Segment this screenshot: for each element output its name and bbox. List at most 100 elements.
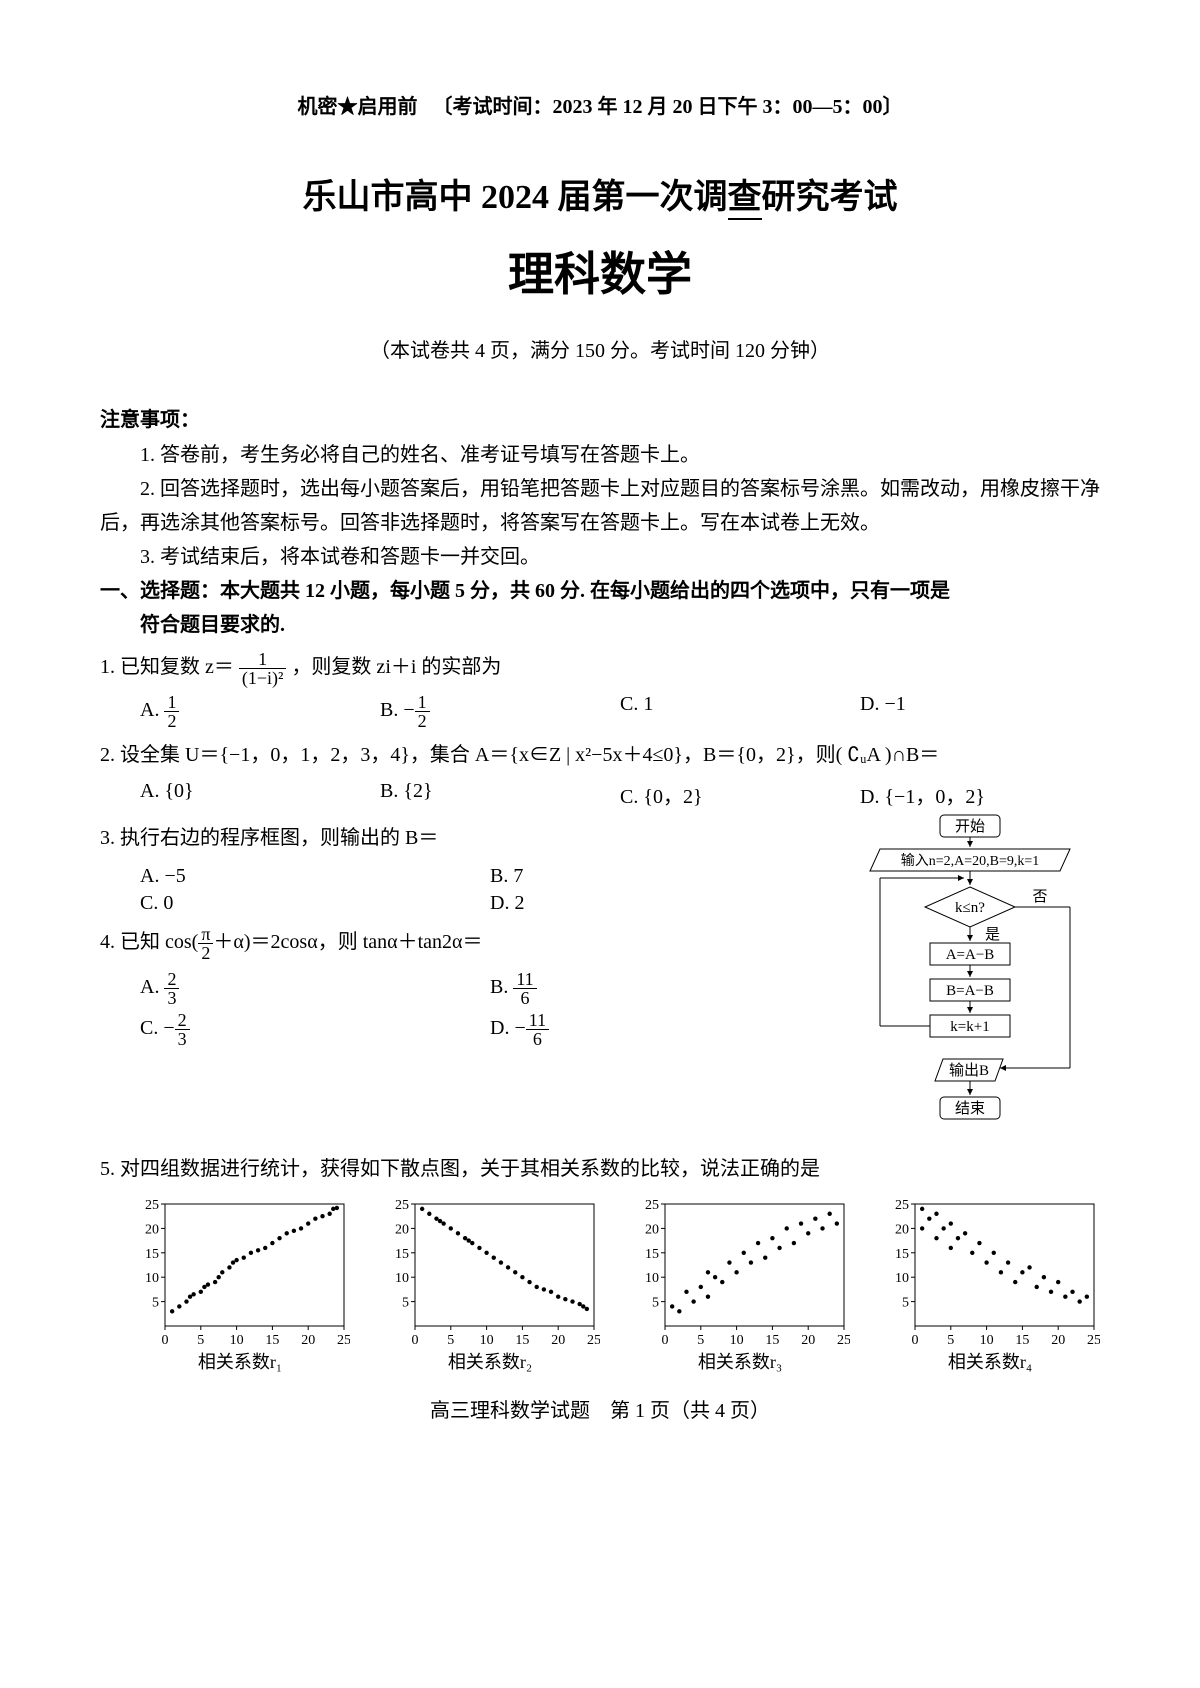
- notice-item: 1. 答卷前，考生务必将自己的姓名、准考证号填写在答题卡上。: [100, 438, 1100, 472]
- q1-frac: 1(1−i)²: [239, 650, 287, 687]
- confidential-label: 机密★启用前: [298, 96, 418, 118]
- svg-text:0: 0: [162, 1333, 169, 1348]
- svg-text:输入n=2,A=20,B=9,k=1: 输入n=2,A=20,B=9,k=1: [901, 853, 1040, 869]
- svg-text:结束: 结束: [955, 1100, 985, 1117]
- question-2: 2. 设全集 U＝{−1，0，1，2，3，4}，集合 A＝{x∈Z | x²−5…: [100, 736, 1100, 774]
- q2-opt-b: B. {2}: [380, 780, 620, 809]
- q1-stem-pre: 1. 已知复数 z＝: [100, 656, 234, 678]
- q4-opt-d: D. −116: [490, 1009, 840, 1050]
- scatter-3: 5101520250510152025 相关系数r₃: [630, 1198, 850, 1374]
- scatter-svg-3: 5101520250510152025: [630, 1198, 850, 1348]
- header-line: 机密★启用前 〔考试时间：2023 年 12 月 20 日下午 3：00—5：0…: [100, 90, 1100, 119]
- svg-text:25: 25: [145, 1198, 159, 1213]
- svg-text:5: 5: [447, 1333, 454, 1348]
- svg-text:25: 25: [837, 1333, 850, 1348]
- title-prefix: 乐山市高中 2024 届第一次调: [303, 179, 728, 216]
- svg-text:B=A−B: B=A−B: [946, 983, 994, 999]
- q1-opt-b: B. −12: [380, 693, 620, 730]
- svg-text:10: 10: [480, 1333, 494, 1348]
- q2-opt-d: D. {−1，0，2}: [860, 780, 1100, 809]
- svg-text:10: 10: [895, 1271, 909, 1286]
- question-3: 3. 执行右边的程序框图，则输出的 B＝: [100, 819, 840, 857]
- svg-text:20: 20: [645, 1222, 659, 1237]
- main-title: 乐山市高中 2024 届第一次调查研究考试: [100, 169, 1100, 218]
- svg-text:k=k+1: k=k+1: [950, 1019, 989, 1035]
- svg-text:20: 20: [1051, 1333, 1065, 1348]
- svg-text:5: 5: [902, 1296, 909, 1311]
- question-5: 5. 对四组数据进行统计，获得如下散点图，关于其相关系数的比较，说法正确的是: [100, 1150, 1100, 1188]
- scatter-label-1: 相关系数r₁: [130, 1348, 350, 1374]
- q3-q4-row: 3. 执行右边的程序框图，则输出的 B＝ A. −5 B. 7 C. 0 D. …: [100, 813, 1100, 1138]
- exam-page: 机密★启用前 〔考试时间：2023 年 12 月 20 日下午 3：00—5：0…: [0, 0, 1200, 1463]
- svg-text:10: 10: [980, 1333, 994, 1348]
- svg-text:A=A−B: A=A−B: [946, 947, 995, 963]
- scatter-1: 5101520250510152025 相关系数r₁: [130, 1198, 350, 1374]
- page-footer: 高三理科数学试题 第 1 页（共 4 页）: [100, 1394, 1100, 1423]
- q1-stem-post: ，则复数 zi＋i 的实部为: [291, 656, 501, 678]
- question-1: 1. 已知复数 z＝ 1(1−i)² ，则复数 zi＋i 的实部为: [100, 648, 1100, 687]
- svg-text:20: 20: [301, 1333, 315, 1348]
- svg-text:5: 5: [947, 1333, 954, 1348]
- scatter-svg-1: 5101520250510152025: [130, 1198, 350, 1348]
- svg-text:15: 15: [895, 1247, 909, 1262]
- q1-options: A. 12 B. −12 C. 1 D. −1: [140, 693, 1100, 730]
- svg-text:开始: 开始: [955, 818, 985, 835]
- q1-opt-a: A. 12: [140, 693, 380, 730]
- q1-opt-d: D. −1: [860, 693, 1100, 730]
- scatter-2: 5101520250510152025 相关系数r₂: [380, 1198, 600, 1374]
- flowchart: 开始 输入n=2,A=20,B=9,k=1 k≤n? 否 是: [840, 813, 1100, 1138]
- scatter-svg-2: 5 10 15 20 25 0 5 10 15 20 25: [380, 1198, 600, 1348]
- svg-text:输出B: 输出B: [949, 1062, 989, 1079]
- scatter-label-3: 相关系数r₃: [630, 1348, 850, 1374]
- svg-text:25: 25: [645, 1198, 659, 1213]
- svg-text:10: 10: [645, 1271, 659, 1286]
- svg-text:5: 5: [152, 1296, 159, 1311]
- svg-text:否: 否: [1032, 889, 1047, 905]
- svg-text:20: 20: [395, 1222, 409, 1237]
- q4-options: A. 23 B. 116 C. −23 D. −116: [140, 968, 840, 1050]
- section1-line1: 一、选择题：本大题共 12 小题，每小题 5 分，共 60 分. 在每小题给出的…: [100, 574, 1100, 608]
- scatter-4: 5 10 15 20 25 0 5 10 15 20 25 相关系数r₄: [880, 1198, 1100, 1374]
- notice-item: 3. 考试结束后，将本试卷和答题卡一并交回。: [100, 540, 1100, 574]
- svg-text:20: 20: [895, 1222, 909, 1237]
- q3-opt-b: B. 7: [490, 863, 840, 890]
- svg-text:0: 0: [912, 1333, 919, 1348]
- scatter-row: 5 10 15 20 25 0 5 10 15 20 25 相关系数r₁ 5 10 15 20 25 0 5 10…: [130, 1198, 1100, 1374]
- svg-text:25: 25: [395, 1198, 409, 1213]
- svg-text:15: 15: [1015, 1333, 1029, 1348]
- svg-text:10: 10: [730, 1333, 744, 1348]
- svg-text:25: 25: [337, 1333, 350, 1348]
- svg-text:5: 5: [197, 1333, 204, 1348]
- scatter-label-4: 相关系数r₄: [880, 1348, 1100, 1374]
- svg-text:20: 20: [551, 1333, 565, 1348]
- svg-text:15: 15: [515, 1333, 529, 1348]
- svg-text:是: 是: [985, 927, 1000, 943]
- q2-options: A. {0} B. {2} C. {0，2} D. {−1，0，2}: [140, 780, 1100, 809]
- svg-text:10: 10: [145, 1271, 159, 1286]
- svg-text:20: 20: [145, 1222, 159, 1237]
- svg-text:25: 25: [1087, 1333, 1100, 1348]
- q4-stem-pre: 4. 已知 cos(: [100, 931, 198, 953]
- q4-opt-b: B. 116: [490, 968, 840, 1009]
- q4-stem-mid: ＋α)＝2cosα，则 tanα＋tan2α＝: [213, 931, 482, 953]
- svg-text:15: 15: [765, 1333, 779, 1348]
- q2-opt-a: A. {0}: [140, 780, 380, 809]
- q3-options: A. −5 B. 7 C. 0 D. 2: [140, 863, 840, 917]
- flowchart-svg: 开始 输入n=2,A=20,B=9,k=1 k≤n? 否 是: [840, 813, 1100, 1133]
- svg-text:15: 15: [395, 1247, 409, 1262]
- svg-text:15: 15: [265, 1333, 279, 1348]
- notice-heading: 注意事项：: [100, 403, 1100, 432]
- question-4: 4. 已知 cos(π2＋α)＝2cosα，则 tanα＋tan2α＝: [100, 923, 840, 962]
- subject-title: 理科数学: [100, 238, 1100, 304]
- title-underlined: 查: [728, 179, 762, 220]
- svg-text:5: 5: [697, 1333, 704, 1348]
- svg-text:5: 5: [402, 1296, 409, 1311]
- q3-opt-d: D. 2: [490, 890, 840, 917]
- notice-item: 2. 回答选择题时，选出每小题答案后，用铅笔把答题卡上对应题目的答案标号涂黑。如…: [100, 472, 1100, 540]
- svg-text:20: 20: [801, 1333, 815, 1348]
- svg-text:25: 25: [895, 1198, 909, 1213]
- svg-text:10: 10: [395, 1271, 409, 1286]
- svg-text:25: 25: [587, 1333, 600, 1348]
- svg-text:0: 0: [412, 1333, 419, 1348]
- section1-title: 一、选择题：本大题共 12 小题，每小题 5 分，共 60 分. 在每小题给出的…: [100, 574, 1100, 642]
